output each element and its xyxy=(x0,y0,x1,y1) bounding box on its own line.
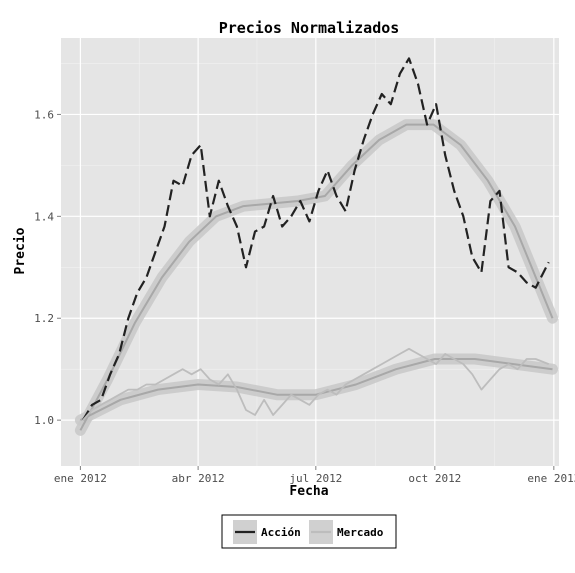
legend: Acción Mercado xyxy=(221,514,397,549)
x-axis-label: Fecha xyxy=(289,484,328,499)
x-axis-ticks: ene 2012 abr 2012 jul 2012 oct 2012 ene 2013 xyxy=(54,466,575,485)
y-tick-label: 1.0 xyxy=(34,414,54,427)
y-tick-label: 1.6 xyxy=(34,108,54,121)
x-tick-label: ene 2013 xyxy=(527,472,575,485)
legend-label-mercado: Mercado xyxy=(337,526,384,539)
series-line-accion xyxy=(82,57,550,421)
y-tick-label: 1.2 xyxy=(34,312,54,325)
y-tick-label: 1.4 xyxy=(34,210,54,223)
trend-line-mercado xyxy=(79,358,553,421)
x-tick-label: jul 2012 xyxy=(289,472,342,485)
chart-title: Precios Normalizados xyxy=(219,19,400,37)
series-line-mercado xyxy=(82,347,550,421)
x-tick-label: abr 2012 xyxy=(172,472,225,485)
x-tick-label: ene 2012 xyxy=(54,472,107,485)
trend-lines xyxy=(79,123,554,431)
y-axis-label: Precio xyxy=(13,227,28,274)
y-axis-ticks: 1.0 1.2 1.4 1.6 xyxy=(34,108,61,427)
series-lines xyxy=(82,57,550,421)
trend-line-accion xyxy=(79,123,554,431)
x-tick-label: oct 2012 xyxy=(408,472,461,485)
legend-label-accion: Acción xyxy=(261,526,301,539)
